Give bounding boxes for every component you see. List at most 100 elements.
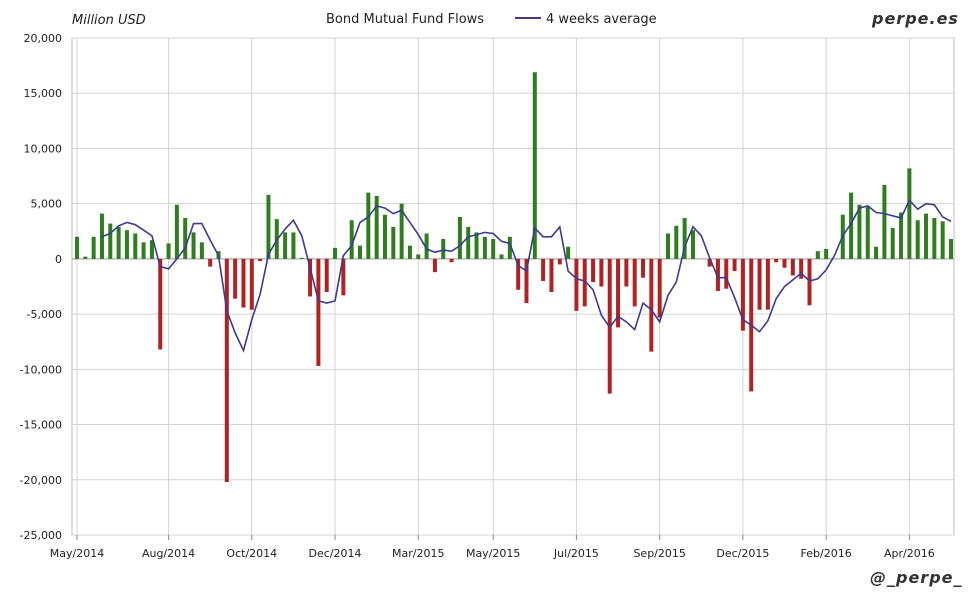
flow-bar (557, 258, 562, 265)
flow-bar (574, 258, 579, 311)
y-tick-label: -25,000 (20, 529, 62, 542)
flow-bar (849, 192, 854, 259)
flow-bar (632, 258, 637, 307)
flow-bar (108, 223, 113, 259)
flow-bar (649, 258, 654, 352)
flow-bar (441, 239, 446, 259)
flow-bar (907, 168, 912, 259)
flow-bar (757, 258, 762, 310)
flow-bar (824, 248, 829, 259)
flow-bar (940, 221, 945, 259)
flow-bar (333, 247, 338, 259)
y-tick-label: 0 (55, 253, 62, 266)
x-tick-label: Jul/2015 (553, 547, 599, 560)
flow-bar (782, 258, 787, 268)
flow-bar (358, 245, 363, 259)
flow-bar (474, 232, 479, 259)
flow-bar (83, 256, 88, 259)
y-tick-label: -15,000 (20, 419, 62, 432)
flow-bar (690, 230, 695, 259)
flow-bar (541, 258, 546, 281)
flow-bar (308, 258, 313, 297)
flow-bar (233, 258, 238, 299)
x-tick-label: May/2014 (50, 547, 104, 560)
flow-bar (524, 258, 529, 304)
flow-bar (857, 204, 862, 259)
flow-bar (224, 258, 229, 482)
flow-bar (258, 258, 263, 262)
flow-bar (407, 245, 412, 259)
flow-bar (874, 246, 879, 259)
flow-bar (807, 258, 812, 306)
flow-bar (582, 258, 587, 307)
flow-bar (899, 212, 904, 259)
flow-bar (341, 258, 346, 296)
flow-bar (624, 258, 629, 287)
flow-bar (915, 220, 920, 259)
flow-bar (707, 258, 712, 267)
flow-bar (75, 236, 79, 259)
flow-bar (183, 218, 188, 259)
flow-bar (591, 258, 596, 283)
flow-bar (507, 236, 512, 259)
flow-bar (299, 257, 304, 259)
flow-bar (191, 232, 196, 259)
flow-bar (491, 239, 496, 259)
flow-bar (391, 226, 396, 259)
x-tick-label: Apr/2016 (884, 547, 935, 560)
flow-bar (949, 239, 953, 259)
flow-bar (815, 251, 820, 259)
x-tick-label: Oct/2014 (226, 547, 277, 560)
flow-bar (141, 242, 146, 259)
flow-bar (208, 258, 213, 267)
y-tick-label: -10,000 (20, 363, 62, 376)
plot-area (71, 37, 955, 536)
flow-bar (715, 258, 720, 291)
brand-top: perpe.es (871, 9, 959, 28)
flow-bar (158, 258, 163, 350)
flow-bar (657, 258, 662, 318)
flow-bar (466, 226, 471, 259)
flow-bar (532, 72, 537, 259)
flow-bar (740, 258, 745, 331)
flow-bar (266, 194, 271, 259)
flow-bar (724, 258, 729, 289)
legend-label: 4 weeks average (546, 12, 657, 27)
average-line (101, 198, 952, 353)
x-tick-label: May/2015 (466, 547, 520, 560)
flow-bar (482, 236, 487, 259)
flow-bar (665, 233, 670, 259)
flow-bar (616, 258, 621, 328)
y-tick-label: 5,000 (31, 198, 63, 211)
flow-bar (732, 258, 737, 272)
flow-bar (133, 233, 138, 259)
flow-bar (566, 246, 571, 259)
flow-bar (516, 258, 521, 290)
x-tick-label: Sep/2015 (633, 547, 685, 560)
flow-bar (382, 214, 387, 259)
x-tick-label: Dec/2014 (309, 547, 362, 560)
flow-bar (890, 227, 895, 259)
chart-title: Bond Mutual Fund Flows (326, 12, 484, 27)
flow-bar (283, 232, 288, 259)
flow-bar (765, 258, 770, 310)
flow-bar (682, 218, 687, 259)
y-tick-label: 20,000 (24, 32, 63, 45)
y-tick-label: -20,000 (20, 474, 62, 487)
flow-bar (774, 258, 779, 263)
flow-bar (416, 254, 421, 259)
flow-bar (174, 204, 179, 259)
unit-label: Million USD (72, 13, 146, 28)
flow-bar (166, 243, 171, 259)
flow-bar (91, 236, 96, 259)
bar-layer (75, 72, 953, 482)
flow-bar (549, 258, 554, 293)
flow-bar (932, 218, 937, 259)
flow-bar (457, 216, 462, 259)
flow-bar (399, 203, 404, 259)
flow-bar (124, 230, 129, 259)
flow-bar (674, 225, 679, 259)
flow-bar (149, 240, 154, 259)
flow-bar (349, 220, 354, 259)
